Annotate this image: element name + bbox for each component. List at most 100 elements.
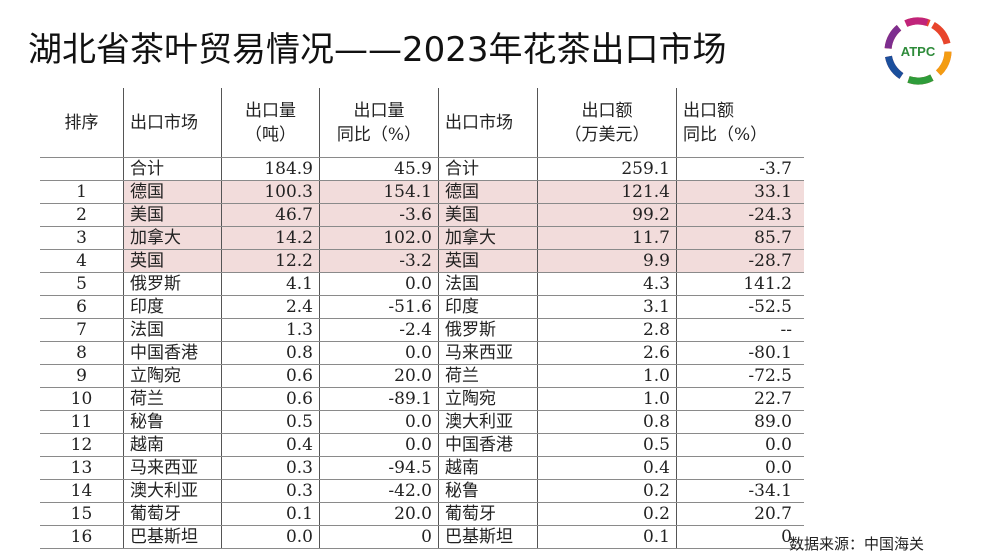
cell-val-market: 合计 — [438, 157, 538, 181]
cell-val-market: 加拿大 — [438, 226, 538, 250]
cell-rank: 5 — [40, 272, 124, 296]
cell-volume: 0.0 — [221, 525, 320, 549]
cell-value-yoy: -24.3 — [676, 203, 804, 227]
table-row: 16 巴基斯坦 0.0 0 巴基斯坦 0.1 0 — [40, 525, 804, 549]
cell-volume: 1.3 — [221, 318, 320, 342]
cell-value-yoy: -28.7 — [676, 249, 804, 273]
cell-volume: 14.2 — [221, 226, 320, 250]
cell-volume: 4.1 — [221, 272, 320, 296]
table-row: 8 中国香港 0.8 0.0 马来西亚 2.6 -80.1 — [40, 341, 804, 365]
cell-value: 2.6 — [537, 341, 677, 365]
cell-volume-yoy: -51.6 — [319, 295, 439, 319]
table-row: 11 秘鲁 0.5 0.0 澳大利亚 0.8 89.0 — [40, 410, 804, 434]
cell-volume-yoy: -94.5 — [319, 456, 439, 480]
cell-val-market: 英国 — [438, 249, 538, 273]
cell-vol-market: 合计 — [123, 157, 222, 181]
cell-val-market: 法国 — [438, 272, 538, 296]
cell-value: 9.9 — [537, 249, 677, 273]
cell-val-market: 澳大利亚 — [438, 410, 538, 434]
cell-value: 11.7 — [537, 226, 677, 250]
cell-rank: 4 — [40, 249, 124, 273]
cell-volume-yoy: 0.0 — [319, 272, 439, 296]
cell-volume-yoy: -3.2 — [319, 249, 439, 273]
cell-value-yoy: -34.1 — [676, 479, 804, 503]
cell-volume-yoy: 0.0 — [319, 433, 439, 457]
cell-rank: 14 — [40, 479, 124, 503]
cell-value-yoy: -72.5 — [676, 364, 804, 388]
cell-rank: 9 — [40, 364, 124, 388]
cell-value: 121.4 — [537, 180, 677, 204]
cell-value: 0.8 — [537, 410, 677, 434]
cell-val-market: 印度 — [438, 295, 538, 319]
cell-vol-market: 英国 — [123, 249, 222, 273]
header-volume-yoy: 出口量 同比（%） — [319, 88, 439, 158]
table-row: 1 德国 100.3 154.1 德国 121.4 33.1 — [40, 180, 804, 204]
cell-volume-yoy: -42.0 — [319, 479, 439, 503]
cell-value-yoy: 33.1 — [676, 180, 804, 204]
cell-value: 0.5 — [537, 433, 677, 457]
cell-val-market: 立陶宛 — [438, 387, 538, 411]
table-row: 2 美国 46.7 -3.6 美国 99.2 -24.3 — [40, 203, 804, 227]
table-row: 7 法国 1.3 -2.4 俄罗斯 2.8 -- — [40, 318, 804, 342]
cell-value-yoy: 89.0 — [676, 410, 804, 434]
cell-vol-market: 巴基斯坦 — [123, 525, 222, 549]
cell-value-yoy: 20.7 — [676, 502, 804, 526]
cell-vol-market: 印度 — [123, 295, 222, 319]
cell-rank: 13 — [40, 456, 124, 480]
cell-vol-market: 立陶宛 — [123, 364, 222, 388]
cell-volume-yoy: 0.0 — [319, 341, 439, 365]
table-row: 3 加拿大 14.2 102.0 加拿大 11.7 85.7 — [40, 226, 804, 250]
cell-rank: 10 — [40, 387, 124, 411]
export-market-table: 排序 出口市场 出口量 （吨） 出口量 同比（%） 出口市场 出口额 （万美元）… — [40, 88, 804, 549]
cell-vol-market: 中国香港 — [123, 341, 222, 365]
cell-volume-yoy: 102.0 — [319, 226, 439, 250]
cell-vol-market: 葡萄牙 — [123, 502, 222, 526]
cell-val-market: 美国 — [438, 203, 538, 227]
header-value-yoy: 出口额 同比（%） — [676, 88, 804, 158]
table-row: 12 越南 0.4 0.0 中国香港 0.5 0.0 — [40, 433, 804, 457]
cell-value-yoy: -3.7 — [676, 157, 804, 181]
cell-rank: 15 — [40, 502, 124, 526]
table-row: 13 马来西亚 0.3 -94.5 越南 0.4 0.0 — [40, 456, 804, 480]
cell-val-market: 葡萄牙 — [438, 502, 538, 526]
cell-value: 4.3 — [537, 272, 677, 296]
cell-vol-market: 越南 — [123, 433, 222, 457]
cell-rank: 16 — [40, 525, 124, 549]
cell-value: 2.8 — [537, 318, 677, 342]
cell-value-yoy: 0.0 — [676, 433, 804, 457]
cell-val-market: 中国香港 — [438, 433, 538, 457]
cell-val-market: 俄罗斯 — [438, 318, 538, 342]
table-row: 5 俄罗斯 4.1 0.0 法国 4.3 141.2 — [40, 272, 804, 296]
cell-value-yoy: -80.1 — [676, 341, 804, 365]
header-volume: 出口量 （吨） — [221, 88, 320, 158]
cell-volume: 0.4 — [221, 433, 320, 457]
cell-volume: 0.6 — [221, 364, 320, 388]
cell-vol-market: 俄罗斯 — [123, 272, 222, 296]
cell-val-market: 荷兰 — [438, 364, 538, 388]
cell-vol-market: 美国 — [123, 203, 222, 227]
cell-vol-market: 澳大利亚 — [123, 479, 222, 503]
cell-vol-market: 加拿大 — [123, 226, 222, 250]
cell-rank: 7 — [40, 318, 124, 342]
table-row: 14 澳大利亚 0.3 -42.0 秘鲁 0.2 -34.1 — [40, 479, 804, 503]
cell-value-yoy: 141.2 — [676, 272, 804, 296]
cell-rank: 6 — [40, 295, 124, 319]
table-header-row: 排序 出口市场 出口量 （吨） 出口量 同比（%） 出口市场 出口额 （万美元）… — [40, 88, 804, 158]
cell-rank — [40, 157, 124, 181]
cell-value-yoy: -52.5 — [676, 295, 804, 319]
cell-rank: 1 — [40, 180, 124, 204]
cell-volume-yoy: -2.4 — [319, 318, 439, 342]
cell-val-market: 秘鲁 — [438, 479, 538, 503]
cell-volume: 2.4 — [221, 295, 320, 319]
svg-text:ATPC: ATPC — [901, 44, 936, 59]
cell-volume: 0.3 — [221, 456, 320, 480]
atpc-logo-icon: ATPC — [884, 17, 952, 85]
cell-rank: 12 — [40, 433, 124, 457]
cell-volume-yoy: 20.0 — [319, 502, 439, 526]
cell-vol-market: 荷兰 — [123, 387, 222, 411]
cell-value: 0.1 — [537, 525, 677, 549]
cell-volume-yoy: 20.0 — [319, 364, 439, 388]
table-row: 9 立陶宛 0.6 20.0 荷兰 1.0 -72.5 — [40, 364, 804, 388]
cell-volume: 0.1 — [221, 502, 320, 526]
table-row: 6 印度 2.4 -51.6 印度 3.1 -52.5 — [40, 295, 804, 319]
